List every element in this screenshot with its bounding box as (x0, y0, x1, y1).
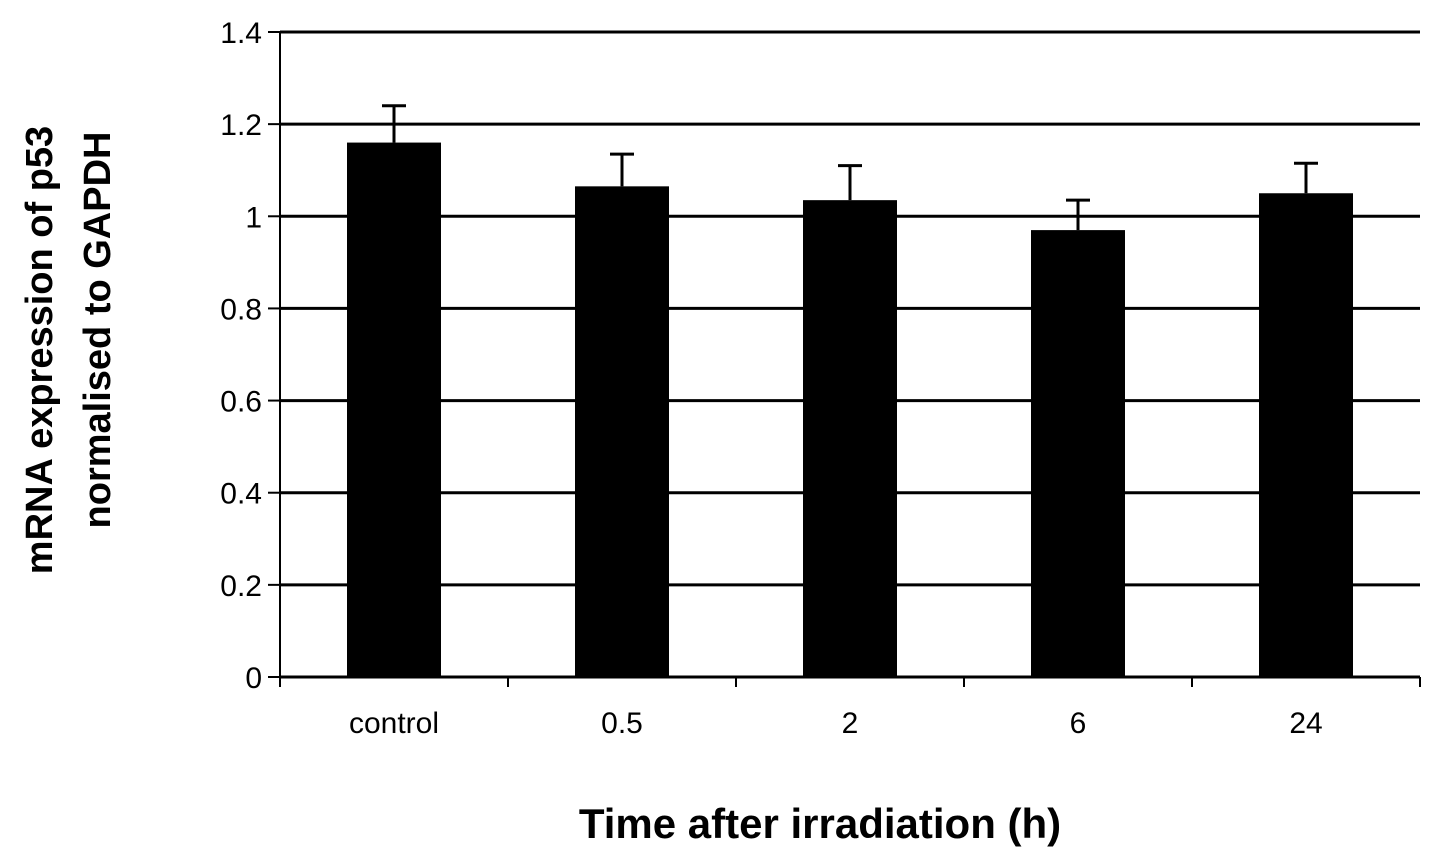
y-axis-title-line-1: mRNA expression of p53 (19, 126, 61, 574)
bar (575, 186, 669, 677)
y-tick-label: 0.4 (220, 478, 262, 511)
bars (347, 104, 1353, 678)
y-tick-label: 0 (245, 662, 262, 695)
x-tick-label: control (349, 707, 439, 740)
x-tick-label: 24 (1289, 707, 1322, 740)
x-tick-label: 2 (842, 707, 859, 740)
y-axis-title-line-2: normalised to GAPDH (77, 132, 119, 529)
y-tick-label: 1.2 (220, 109, 262, 142)
y-tick-label: 0.2 (220, 570, 262, 603)
bar (1031, 230, 1125, 677)
labels: 0 0.2 0.4 0.6 0.8 1 1.2 1.4 control 0.5 2 6 24 (220, 17, 1322, 740)
bar (1259, 193, 1353, 677)
y-tick-label: 1.4 (220, 17, 262, 50)
x-tick-label: 0.5 (601, 707, 643, 740)
y-tick-label: 0.6 (220, 386, 262, 419)
x-tick-label: 6 (1070, 707, 1087, 740)
y-tick-label: 1 (245, 201, 262, 234)
bar (803, 200, 897, 678)
axes (268, 31, 1421, 687)
x-axis-title: Time after irradiation (h) (579, 800, 1061, 847)
bar (347, 142, 441, 678)
y-tick-label: 0.8 (220, 293, 262, 326)
